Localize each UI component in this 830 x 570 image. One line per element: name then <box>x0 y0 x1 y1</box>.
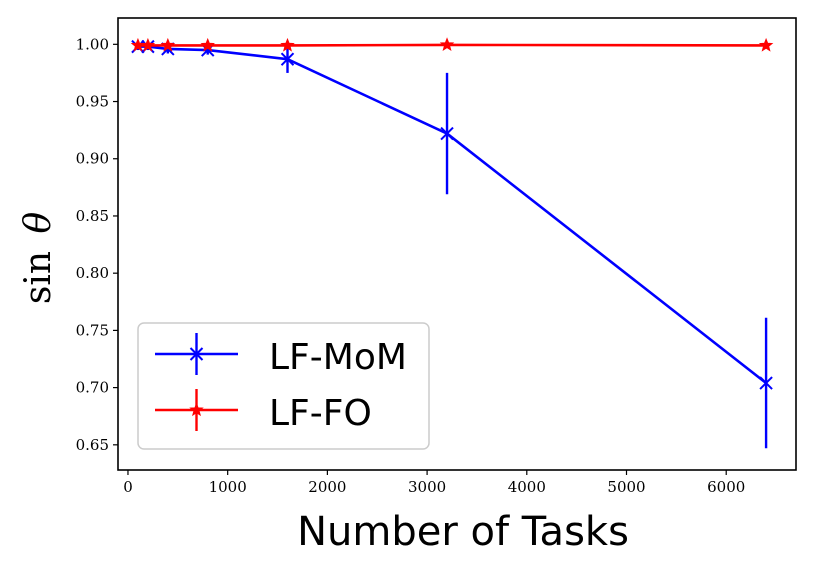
x-tick-label: 3000 <box>408 478 446 496</box>
legend-entry-lf-mom <box>155 333 238 375</box>
x-tick-label: 4000 <box>508 478 546 496</box>
y-tick-label: 0.70 <box>76 379 109 397</box>
plot-area <box>130 37 774 449</box>
data-point-lf-mom <box>759 376 773 390</box>
y-tick-label: 1.00 <box>76 35 109 53</box>
axes: 0 1000 2000 3000 4000 5000 6000 0.65 0.70 0.75 0.8… <box>76 17 797 496</box>
data-point-lf-fo <box>439 37 455 52</box>
y-tick-label: 0.65 <box>76 436 109 454</box>
legend-marker-lf-mom <box>189 347 204 361</box>
legend-entry-lf-fo <box>155 389 238 431</box>
y-axis-title: sin θ <box>18 212 59 305</box>
x-axis-title: Number of Tasks <box>297 509 629 555</box>
data-point-lf-mom <box>280 52 295 66</box>
y-tick-label: 0.85 <box>76 207 109 225</box>
y-tick-label: 0.90 <box>76 150 109 168</box>
data-point-lf-fo <box>140 37 156 52</box>
y-tick-label: 0.75 <box>76 321 109 339</box>
svg-text:sin θ: sin θ <box>18 212 59 305</box>
data-point-lf-fo <box>200 37 215 52</box>
data-point-lf-fo <box>758 37 774 52</box>
x-tick-label: 6000 <box>707 478 745 496</box>
legend-label-lf-mom: LF-MoM <box>269 337 407 378</box>
x-tick-label: 2000 <box>308 478 346 496</box>
y-axis-title-main: sin <box>18 251 59 304</box>
data-point-lf-fo <box>280 37 295 52</box>
legend-marker-lf-fo <box>189 402 204 417</box>
y-axis-title-symbol: θ <box>18 212 59 234</box>
plot-frame <box>117 17 797 471</box>
legend: LF-MoM LF-FO <box>137 322 430 450</box>
x-tick-label: 1000 <box>209 478 247 496</box>
y-tick-label: 0.95 <box>76 93 109 111</box>
legend-label-lf-fo: LF-FO <box>269 393 372 434</box>
x-tick-label: 0 <box>123 478 133 496</box>
y-tick-label: 0.80 <box>76 264 109 282</box>
series-line-lf-fo <box>137 43 767 47</box>
x-tick-label: 5000 <box>607 478 645 496</box>
data-point-lf-mom <box>440 126 454 141</box>
series-lf-fo <box>130 37 774 52</box>
data-point-lf-fo <box>160 37 176 52</box>
